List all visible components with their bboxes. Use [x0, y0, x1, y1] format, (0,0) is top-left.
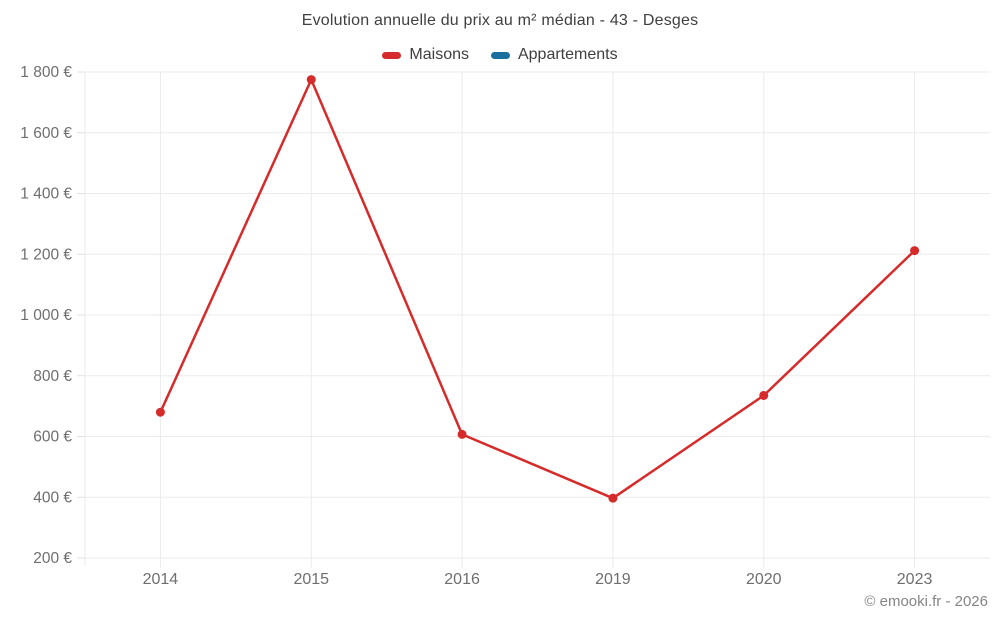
x-axis-label: 2014: [143, 571, 179, 588]
y-axis-label: 1 000 €: [20, 307, 72, 324]
data-point-maisons-2014[interactable]: [155, 407, 165, 417]
y-axis-label: 600 €: [33, 429, 72, 446]
y-axis-label: 1 800 €: [20, 64, 72, 81]
y-axis-label: 1 400 €: [20, 186, 72, 203]
x-axis-label: 2023: [897, 571, 933, 588]
y-axis-label: 200 €: [33, 550, 72, 567]
data-point-maisons-2020[interactable]: [759, 390, 769, 400]
series-line-maisons: [159, 78, 916, 500]
appartements-series-swatch-icon: [490, 51, 510, 59]
data-point-maisons-2023[interactable]: [910, 246, 920, 256]
legend-label-maisons: Maisons: [409, 46, 469, 63]
x-axis-label: 2016: [444, 571, 480, 588]
chart-title: Evolution annuelle du prix au m² médian …: [301, 12, 699, 29]
legend-label-appartements: Appartements: [517, 46, 618, 63]
y-axis-label: 1 600 €: [20, 125, 72, 142]
x-axis-label: 2015: [293, 571, 329, 588]
data-point-maisons-2015[interactable]: [306, 75, 316, 85]
x-axis-label: 2019: [595, 571, 631, 588]
data-point-maisons-2016[interactable]: [457, 429, 467, 439]
maisons-series-swatch-icon: [382, 51, 402, 59]
y-axis-label: 1 200 €: [20, 246, 72, 263]
y-axis-label: 400 €: [33, 489, 72, 506]
copyright-text: © emooki.fr - 2026: [864, 593, 988, 610]
y-axis-label: 800 €: [33, 368, 72, 385]
data-point-maisons-2019[interactable]: [608, 493, 618, 503]
legend-item-appartements[interactable]: Appartements: [490, 46, 618, 64]
x-axis-label: 2020: [746, 571, 782, 588]
legend-item-maisons[interactable]: Maisons: [382, 46, 469, 64]
chart-legend: Maisons Appartements: [0, 44, 1000, 66]
